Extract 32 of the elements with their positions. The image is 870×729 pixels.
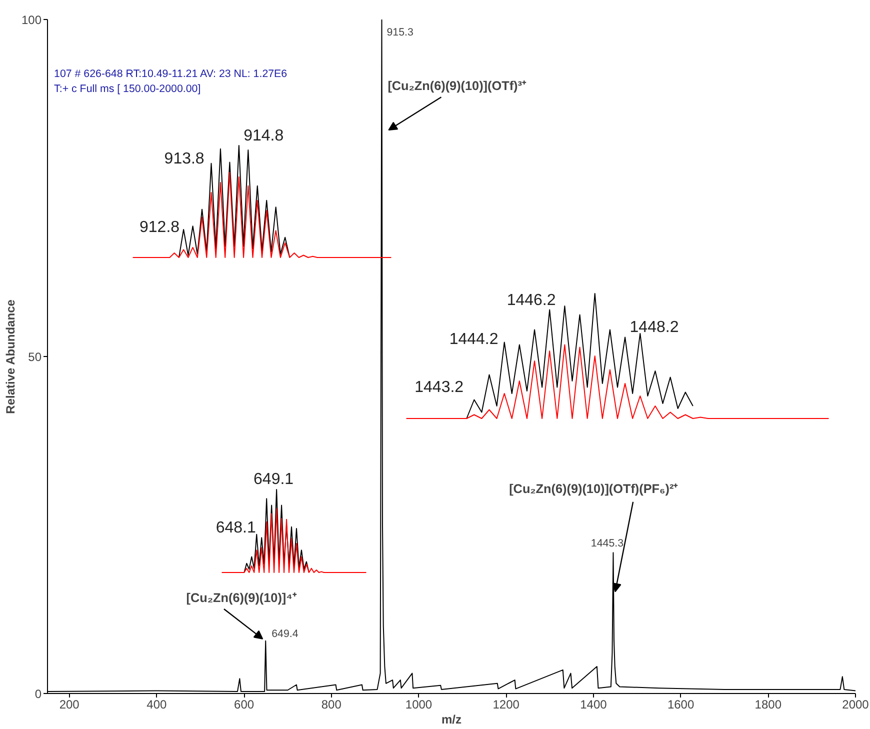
text: 648.1 (216, 520, 256, 537)
y-tick-label: 0 (34, 687, 42, 701)
y-tick-label: 50 (28, 350, 42, 364)
y-tick-label: 100 (21, 13, 42, 27)
text: 1444.2 (449, 331, 498, 348)
text: 1448.2 (630, 319, 679, 336)
annotation: 1445.3 (590, 538, 624, 550)
text: 913.8 (164, 150, 204, 168)
x-tick-label: 1800 (754, 698, 782, 712)
x-tick-label: 1200 (492, 698, 520, 712)
annotation: [Cu₂Zn(6)(9)(10)]⁴⁺ (186, 590, 298, 605)
text: 649.1 (254, 470, 294, 488)
x-tick-label: 1000 (405, 698, 432, 712)
x-tick-label: 800 (321, 698, 342, 712)
text: 914.8 (244, 127, 284, 144)
x-tick-label: 1400 (580, 698, 608, 712)
x-tick-label: 2000 (842, 698, 870, 712)
text: 1446.2 (506, 292, 556, 310)
text: 1443.2 (414, 378, 464, 396)
annotation: [Cu₂Zn(6)(9)(10)](OTf)(PF₆)²⁺ (509, 482, 679, 496)
annotation: 107 # 626-648 RT:10.49-11.21 AV: 23 NL: 1.27E6 (54, 68, 288, 80)
x-tick-label: 1600 (667, 698, 694, 712)
x-tick-label: 600 (234, 698, 254, 712)
annotation: T:+ c Full ms [ 150.00-2000.00] (54, 82, 201, 95)
y-axis-title: Relative Abundance (3, 299, 18, 414)
annotation: 649.4 (272, 628, 298, 640)
x-tick-label: 400 (146, 698, 168, 712)
annotation: [Cu₂Zn(6)(9)(10)](OTf)³⁺ (388, 79, 527, 94)
text: 912.8 (140, 219, 180, 236)
x-tick-label: 200 (59, 698, 80, 712)
annotation: 915.3 (386, 26, 414, 38)
x-axis-title: m/z (442, 712, 462, 726)
